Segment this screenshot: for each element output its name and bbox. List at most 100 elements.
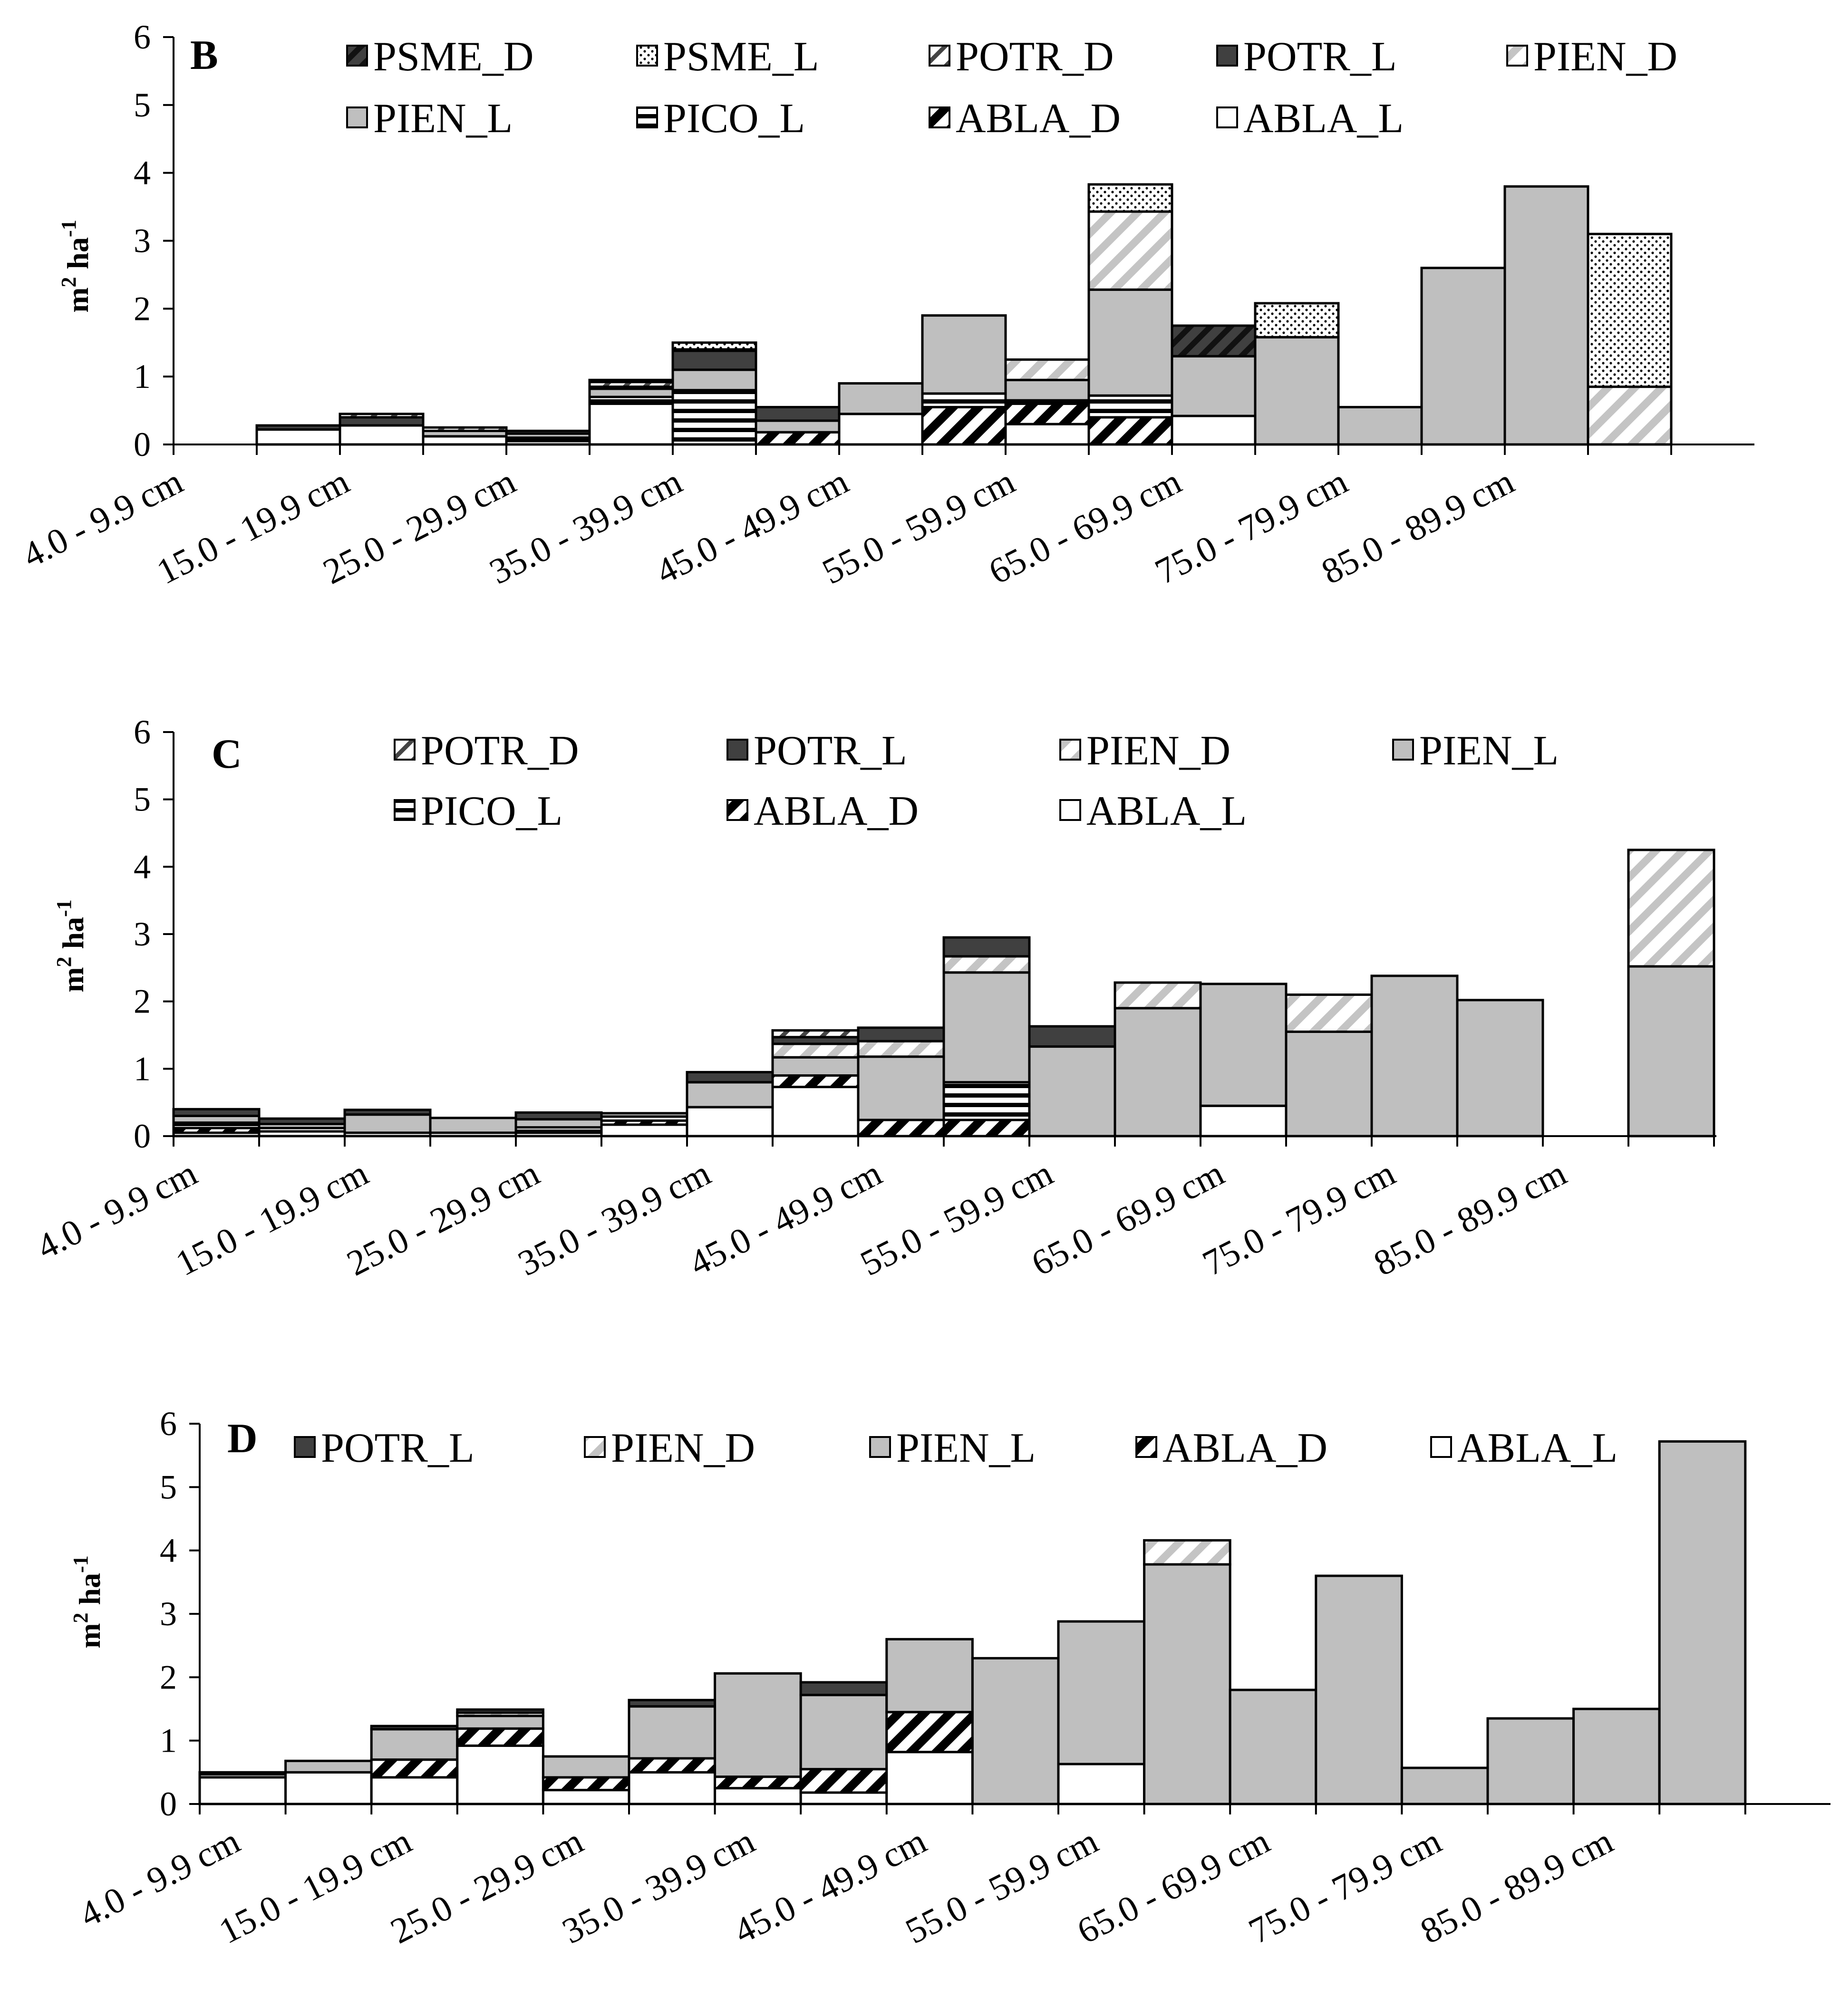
bar-segment-pien-l (1171, 355, 1257, 417)
bar-segment-abla-l (456, 1744, 544, 1805)
bar-segment-potr-l (198, 1771, 287, 1775)
bar-segment-psme-l (1087, 183, 1173, 213)
bar-segment-pien-l (1315, 1574, 1403, 1805)
legend-swatch (1506, 45, 1528, 67)
bar-segment-pien-l (1143, 1563, 1231, 1805)
bar-segment-potr-l (671, 349, 757, 371)
y-tick-label: 5 (134, 781, 151, 819)
bar-segment-abla-d (942, 1119, 1031, 1138)
y-tick-label: 1 (134, 357, 151, 395)
y-tick-label: 5 (134, 86, 151, 124)
legend-label: PIEN_D (1086, 728, 1230, 774)
bar-segment-psme-l (671, 341, 757, 351)
bar-segment-pien-l (456, 1715, 544, 1730)
bar-segment-psme-l (588, 378, 674, 384)
legend-item-abla-d: ABLA_D (726, 788, 919, 834)
bar-segment-pien-d (1587, 386, 1673, 446)
bar-segment-psme-l (1254, 302, 1340, 338)
legend-item-pien-l: PIEN_L (1392, 728, 1559, 774)
bar-segment-pien-d (1627, 849, 1715, 968)
legend-item-pien-d: PIEN_D (1506, 34, 1677, 80)
bar-segment-abla-l (686, 1106, 774, 1138)
legend-label: PIEN_D (1533, 34, 1677, 80)
bar-segment-pico-l (671, 389, 757, 446)
y-tick-label: 6 (160, 1405, 177, 1443)
bar-segment-abla-l (422, 435, 508, 446)
bar-segment-potr-l (799, 1681, 888, 1697)
bar-segment-pien-l (885, 1638, 974, 1714)
bar-segment-pien-l (921, 314, 1007, 395)
bar-segment-abla-d (921, 405, 1007, 446)
bar-segment-potr-l (514, 1111, 603, 1121)
legend-swatch (394, 799, 416, 821)
bar-segment-pien-l (600, 1112, 688, 1118)
y-tick-label: 3 (134, 222, 151, 260)
bar-segment-potr-d (339, 413, 425, 419)
y-tick-label: 1 (160, 1722, 177, 1760)
bar-segment-pien-l (1004, 378, 1090, 402)
bar-segment-potr-l (255, 424, 341, 431)
x-tick-label: 55.0 - 59.9 cm (854, 1153, 1059, 1283)
legend-item-abla-l: ABLA_L (1216, 96, 1404, 142)
bar-segment-pien-d (857, 1040, 945, 1058)
legend-label: POTR_L (754, 728, 907, 774)
bar-segment-pien-l (284, 1759, 373, 1774)
bar-segment-potr-l (339, 416, 425, 427)
bar-segment-abla-l (1057, 1763, 1146, 1805)
bar-segment-abla-d (799, 1768, 888, 1794)
bar-segment-potr-l (942, 936, 1031, 958)
bar-segment-abla-d (456, 1727, 544, 1747)
bar-segment-abla-l (370, 1776, 459, 1805)
x-tick-label: 35.0 - 39.9 cm (512, 1153, 717, 1283)
bar-segment-pien-l (1486, 1717, 1575, 1805)
bar-segment-pien-l (771, 1056, 860, 1077)
bar-segment-pien-l (1199, 983, 1288, 1107)
x-tick-label: 75.0 - 79.9 cm (1197, 1153, 1402, 1283)
bar-segment-potr-l (628, 1698, 717, 1708)
panel-label: D (227, 1416, 258, 1462)
y-axis-label: m2 ha-1 (69, 1555, 107, 1649)
bar-segment-abla-l (339, 424, 425, 446)
bar-segment-pien-l (1229, 1688, 1317, 1805)
y-tick-label: 2 (134, 983, 151, 1021)
bar-segment-potr-l (456, 1708, 544, 1714)
bar-segment-abla-d (542, 1776, 630, 1792)
legend-item-abla-d: ABLA_D (929, 96, 1121, 142)
bar-segment-pien-l (343, 1113, 432, 1134)
bar-segment-pien-d (1004, 358, 1090, 381)
bar-segment-pien-l (971, 1657, 1060, 1805)
legend-item-potr-d: POTR_D (929, 34, 1114, 80)
x-tick-label: 45.0 - 49.9 cm (683, 1153, 888, 1283)
bar-segment-pien-l (542, 1755, 630, 1779)
bar-segment-pien-d (1285, 994, 1373, 1033)
bar-segment-potr-l (686, 1071, 774, 1084)
bar-segment-potr-l (505, 429, 591, 435)
bar-segment-pien-l (370, 1728, 459, 1761)
x-tick-label: 15.0 - 19.9 cm (170, 1153, 375, 1283)
legend-label: PICO_L (421, 788, 562, 834)
bar-segment-abla-l (1199, 1104, 1288, 1138)
bar-segment-potr-l (370, 1725, 459, 1731)
legend-label: ABLA_L (1457, 1425, 1617, 1471)
legend-swatch (1135, 1436, 1157, 1458)
bar-segment-abla-l (588, 402, 674, 446)
bar-segment-pien-l (755, 419, 841, 434)
bar-segment-potr-d (771, 1029, 860, 1039)
legend-swatch (346, 45, 368, 67)
bar-segment-abla-l (714, 1787, 802, 1805)
bar-segment-abla-d (771, 1074, 860, 1089)
y-tick-label: 0 (160, 1785, 177, 1823)
bar-segment-abla-l (542, 1789, 630, 1805)
bar-segment-pien-l (1028, 1045, 1116, 1138)
legend-item-pien-l: PIEN_L (346, 96, 513, 142)
legend-swatch (636, 45, 658, 67)
bar-segment-abla-d (628, 1757, 717, 1774)
bar-segment-pien-d (1087, 210, 1173, 291)
legend-swatch (869, 1436, 891, 1458)
legend-swatch (1216, 45, 1238, 67)
legend-swatch (1059, 799, 1081, 821)
bar-segment-potr-l (258, 1117, 346, 1126)
bar-segment-psme-l (1587, 232, 1673, 388)
